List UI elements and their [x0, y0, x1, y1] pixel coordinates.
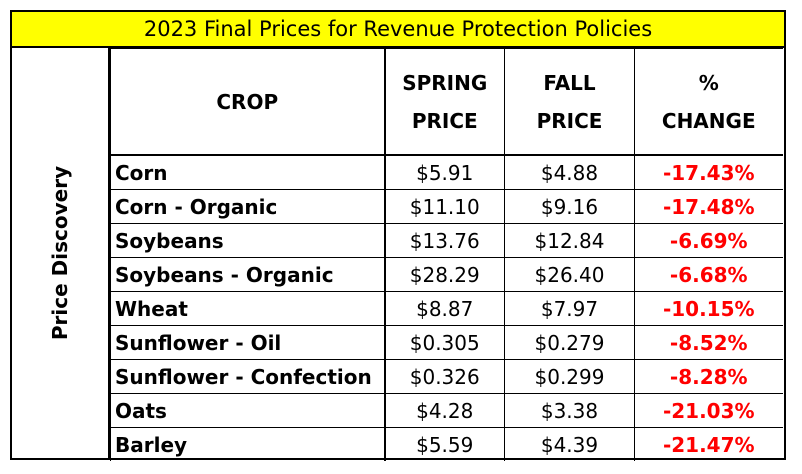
crop-cell: Soybeans — [110, 223, 386, 258]
percent-change-cell: -8.52% — [634, 325, 783, 360]
header-fall-price: FALL PRICE — [504, 48, 635, 156]
spring-price-cell: $11.10 — [384, 189, 505, 224]
fall-price-cell: $12.84 — [504, 223, 635, 258]
header-percent-change: % CHANGE — [634, 48, 783, 156]
crop-cell: Oats — [110, 393, 386, 428]
table-row: Sunflower - Confection $0.326 $0.299 -8.28% — [110, 359, 783, 394]
table-row: Soybeans - Organic $28.29 $26.40 -6.68% — [110, 257, 783, 292]
crop-cell: Sunflower - Oil — [110, 325, 386, 360]
crop-cell: Barley — [110, 427, 386, 461]
table-title: 2023 Final Prices for Revenue Protection… — [12, 12, 784, 48]
spring-price-cell: $28.29 — [384, 257, 505, 292]
fall-price-cell: $7.97 — [504, 291, 635, 326]
percent-change-cell: -8.28% — [634, 359, 783, 394]
percent-change-cell: -6.68% — [634, 257, 783, 292]
fall-price-cell: $0.279 — [504, 325, 635, 360]
fall-price-cell: $26.40 — [504, 257, 635, 292]
fall-price-cell: $0.299 — [504, 359, 635, 394]
table-row: Oats $4.28 $3.38 -21.03% — [110, 393, 783, 428]
price-table: CROP SPRING PRICE FALL PRICE % CHANGE Corn $… — [110, 48, 783, 461]
table-row: Corn $5.91 $4.88 -17.43% — [110, 154, 783, 190]
price-table-frame: 2023 Final Prices for Revenue Protection… — [10, 10, 786, 461]
header-row: CROP SPRING PRICE FALL PRICE % CHANGE — [110, 48, 783, 156]
percent-change-cell: -17.43% — [634, 154, 783, 190]
percent-change-cell: -6.69% — [634, 223, 783, 258]
side-panel: Price Discovery — [12, 48, 110, 458]
spring-price-cell: $4.28 — [384, 393, 505, 428]
crop-cell: Corn - Organic — [110, 189, 386, 224]
percent-change-cell: -21.03% — [634, 393, 783, 428]
table-row: Wheat $8.87 $7.97 -10.15% — [110, 291, 783, 326]
crop-cell: Sunflower - Confection — [110, 359, 386, 394]
table-row: Corn - Organic $11.10 $9.16 -17.48% — [110, 189, 783, 224]
header-crop: CROP — [110, 48, 386, 156]
crop-cell: Soybeans - Organic — [110, 257, 386, 292]
spring-price-cell: $5.59 — [384, 427, 505, 461]
fall-price-cell: $3.38 — [504, 393, 635, 428]
crop-cell: Wheat — [110, 291, 386, 326]
table-row: Barley $5.59 $4.39 -21.47% — [110, 427, 783, 461]
spring-price-cell: $5.91 — [384, 154, 505, 190]
side-label: Price Discovery — [48, 165, 72, 341]
fall-price-cell: $4.39 — [504, 427, 635, 461]
fall-price-cell: $9.16 — [504, 189, 635, 224]
fall-price-cell: $4.88 — [504, 154, 635, 190]
spring-price-cell: $0.305 — [384, 325, 505, 360]
table-body: Corn $5.91 $4.88 -17.43% Corn - Organic $11.1… — [110, 154, 783, 461]
percent-change-cell: -10.15% — [634, 291, 783, 326]
crop-cell: Corn — [110, 154, 386, 190]
percent-change-cell: -17.48% — [634, 189, 783, 224]
percent-change-cell: -21.47% — [634, 427, 783, 461]
table-row: Soybeans $13.76 $12.84 -6.69% — [110, 223, 783, 258]
spring-price-cell: $0.326 — [384, 359, 505, 394]
spring-price-cell: $8.87 — [384, 291, 505, 326]
spring-price-cell: $13.76 — [384, 223, 505, 258]
table-row: Sunflower - Oil $0.305 $0.279 -8.52% — [110, 325, 783, 360]
header-spring-price: SPRING PRICE — [384, 48, 505, 156]
